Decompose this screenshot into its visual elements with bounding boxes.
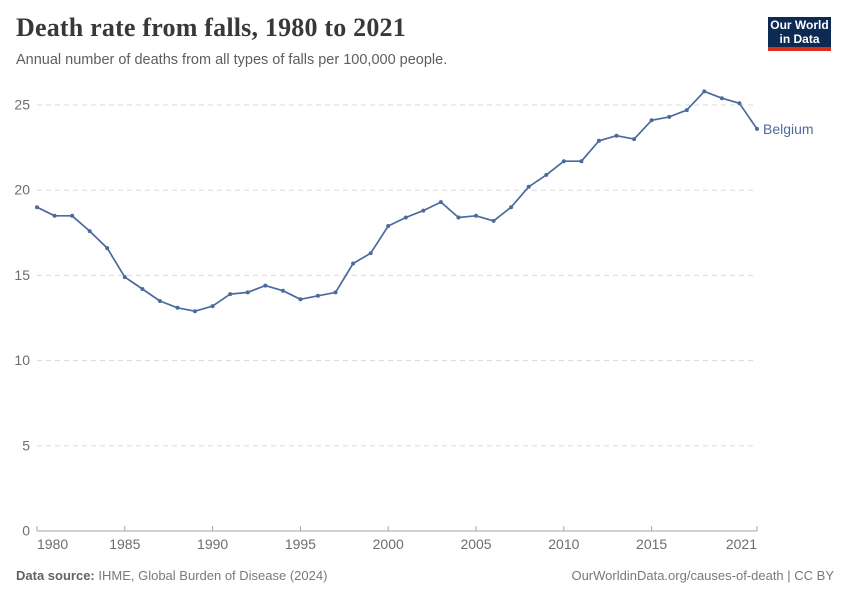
entity-label[interactable]: Belgium <box>763 121 814 137</box>
data-point[interactable] <box>684 108 689 113</box>
data-point[interactable] <box>193 309 197 314</box>
data-point[interactable] <box>544 172 549 177</box>
data-point[interactable] <box>438 200 443 205</box>
data-point[interactable] <box>632 137 637 142</box>
series-line[interactable] <box>36 90 758 313</box>
data-point[interactable] <box>105 246 110 251</box>
x-tick-label: 1980 <box>37 536 68 552</box>
chart-footer: Data source: IHME, Global Burden of Dise… <box>16 568 834 583</box>
y-tick-label: 20 <box>14 182 30 198</box>
data-point[interactable] <box>386 224 391 228</box>
data-point[interactable] <box>702 89 707 94</box>
data-point[interactable] <box>526 184 531 189</box>
owid-logo[interactable]: Our World in Data <box>768 17 831 51</box>
data-point[interactable] <box>280 288 285 293</box>
page-title: Death rate from falls, 1980 to 2021 <box>16 13 406 42</box>
data-point[interactable] <box>87 229 92 234</box>
page-subtitle: Annual number of deaths from all types o… <box>16 52 448 68</box>
y-tick-label: 15 <box>14 267 30 283</box>
y-tick-label: 0 <box>22 523 30 539</box>
data-point[interactable] <box>579 159 584 164</box>
y-tick-label: 5 <box>22 437 30 453</box>
data-point[interactable] <box>561 159 566 164</box>
data-point[interactable] <box>333 290 338 295</box>
data-point[interactable] <box>351 261 356 266</box>
owid-logo-line1: Our World <box>770 18 829 32</box>
x-tick-label: 2021 <box>726 536 757 552</box>
x-tick-label: 1985 <box>109 536 140 552</box>
data-point[interactable] <box>245 290 250 295</box>
data-point[interactable] <box>456 215 461 220</box>
x-tick-label: 2010 <box>548 536 579 552</box>
data-point[interactable] <box>210 304 215 309</box>
data-point[interactable] <box>649 118 654 123</box>
data-point[interactable] <box>737 101 742 106</box>
data-point[interactable] <box>122 275 127 280</box>
data-point[interactable] <box>35 205 39 210</box>
data-point[interactable] <box>667 114 672 119</box>
x-tick-label: 2005 <box>460 536 491 552</box>
data-point[interactable] <box>70 213 75 218</box>
data-point[interactable] <box>140 287 145 291</box>
data-point[interactable] <box>368 251 373 256</box>
owid-link[interactable]: OurWorldinData.org/causes-of-death | CC … <box>571 568 834 583</box>
data-point[interactable] <box>474 213 478 218</box>
data-point[interactable] <box>263 283 268 288</box>
data-point[interactable] <box>491 218 496 223</box>
data-point[interactable] <box>403 215 408 220</box>
x-tick-label: 2000 <box>373 536 404 552</box>
y-tick-label: 25 <box>14 97 30 113</box>
y-tick-label: 10 <box>14 352 30 368</box>
data-source-label: Data source: <box>16 568 95 583</box>
data-point[interactable] <box>509 205 514 210</box>
data-point[interactable] <box>755 126 759 131</box>
x-tick-label: 2015 <box>636 536 667 552</box>
data-point[interactable] <box>52 213 57 218</box>
data-point[interactable] <box>298 297 303 302</box>
x-tick-label: 1990 <box>197 536 228 552</box>
data-point[interactable] <box>157 299 162 303</box>
data-point[interactable] <box>228 292 233 297</box>
data-point[interactable] <box>719 96 724 101</box>
data-point[interactable] <box>597 138 601 143</box>
x-tick-label: 1995 <box>285 536 316 552</box>
data-source-text: IHME, Global Burden of Disease (2024) <box>98 568 328 583</box>
owid-logo-line2: in Data <box>779 32 820 46</box>
data-point[interactable] <box>614 133 619 138</box>
data-source: Data source: IHME, Global Burden of Dise… <box>16 568 327 583</box>
data-point[interactable] <box>175 305 180 310</box>
data-point[interactable] <box>421 208 426 213</box>
data-point[interactable] <box>316 293 320 298</box>
